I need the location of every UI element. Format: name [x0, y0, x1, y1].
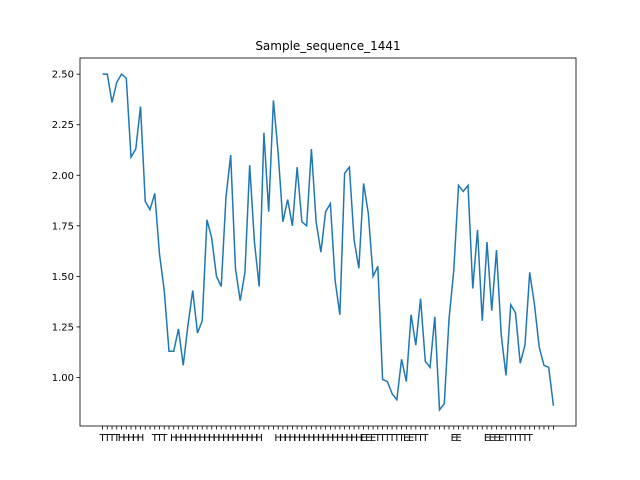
x-tick-label: H: [255, 433, 263, 444]
x-tick-label: T: [103, 433, 111, 444]
x-tick-label: H: [222, 433, 230, 444]
x-tick-label: H: [246, 433, 254, 444]
x-tick-label: H: [217, 433, 225, 444]
x-tick-label: T: [160, 433, 168, 444]
x-tick-label: E: [360, 433, 366, 444]
y-tick-label: 1.00: [52, 373, 74, 384]
x-tick-label: H: [132, 433, 140, 444]
x-tick-label: H: [279, 433, 287, 444]
x-tick-label: E: [498, 433, 504, 444]
x-tick-label: H: [322, 433, 330, 444]
x-tick-label: T: [521, 433, 529, 444]
x-tick-label: T: [516, 433, 524, 444]
x-tick-label: H: [203, 433, 211, 444]
x-tick-label: H: [189, 433, 197, 444]
x-tick-label: H: [289, 433, 297, 444]
x-tick-label: H: [346, 433, 354, 444]
y-tick-label: 2.25: [52, 120, 74, 131]
x-tick-label: E: [455, 433, 461, 444]
x-tick-label: H: [137, 433, 145, 444]
y-tick-label: 2.00: [52, 171, 74, 182]
x-tick-label: T: [526, 433, 534, 444]
y-tick-label: 2.50: [52, 70, 74, 81]
x-tick-label: H: [293, 433, 301, 444]
x-tick-label: T: [113, 433, 121, 444]
x-tick-label: E: [493, 433, 499, 444]
x-tick-label: T: [421, 433, 429, 444]
x-tick-label: E: [370, 433, 376, 444]
plot-frame: [79, 57, 577, 427]
x-tick-label: H: [118, 433, 126, 444]
x-tick-label: T: [374, 433, 382, 444]
y-tick-label: 1.50: [52, 272, 74, 283]
x-tick-label: E: [489, 433, 495, 444]
x-tick-label: T: [379, 433, 387, 444]
x-tick-label: E: [484, 433, 490, 444]
x-tick-label: T: [398, 433, 406, 444]
y-tick-label: 1.25: [52, 322, 74, 333]
x-tick-label: H: [179, 433, 187, 444]
x-tick-label: T: [502, 433, 510, 444]
x-tick-label: H: [208, 433, 216, 444]
x-tick-label: H: [251, 433, 259, 444]
x-tick-label: T: [98, 433, 106, 444]
x-tick-label: H: [350, 433, 358, 444]
x-tick-label: H: [312, 433, 320, 444]
x-tick-label: H: [298, 433, 306, 444]
x-tick-label: H: [227, 433, 235, 444]
x-tick-label: H: [355, 433, 363, 444]
x-tick-label: H: [274, 433, 282, 444]
x-tick-label: T: [383, 433, 391, 444]
x-tick-label: T: [155, 433, 163, 444]
x-tick-label: E: [403, 433, 409, 444]
x-tick-label: T: [507, 433, 515, 444]
x-tick-label: H: [170, 433, 178, 444]
x-tick-label: H: [213, 433, 221, 444]
x-tick-label: H: [317, 433, 325, 444]
x-tick-label: H: [341, 433, 349, 444]
x-tick-label: H: [284, 433, 292, 444]
x-tick-label: H: [232, 433, 240, 444]
x-tick-label: T: [388, 433, 396, 444]
x-tick-label: H: [236, 433, 244, 444]
x-tick-label: H: [241, 433, 249, 444]
x-tick-label: E: [365, 433, 371, 444]
x-tick-label: H: [175, 433, 183, 444]
x-tick-label: H: [123, 433, 131, 444]
x-tick-label: T: [108, 433, 116, 444]
x-tick-label: H: [303, 433, 311, 444]
x-tick-label: T: [511, 433, 519, 444]
x-tick-label: H: [336, 433, 344, 444]
chart-title: Sample_sequence_1441: [255, 39, 400, 53]
x-tick-label: E: [451, 433, 457, 444]
x-tick-label: T: [417, 433, 425, 444]
y-tick-label: 1.75: [52, 221, 74, 232]
x-tick-label: H: [194, 433, 202, 444]
data-line: [102, 73, 555, 412]
x-tick-label: H: [127, 433, 135, 444]
x-tick-label: T: [151, 433, 159, 444]
x-tick-label: H: [198, 433, 206, 444]
x-tick-label: H: [184, 433, 192, 444]
x-tick-label: H: [331, 433, 339, 444]
x-tick-label: H: [327, 433, 335, 444]
x-tick-label: T: [393, 433, 401, 444]
x-tick-label: H: [308, 433, 316, 444]
x-tick-label: E: [408, 433, 414, 444]
x-tick-label: T: [412, 433, 420, 444]
